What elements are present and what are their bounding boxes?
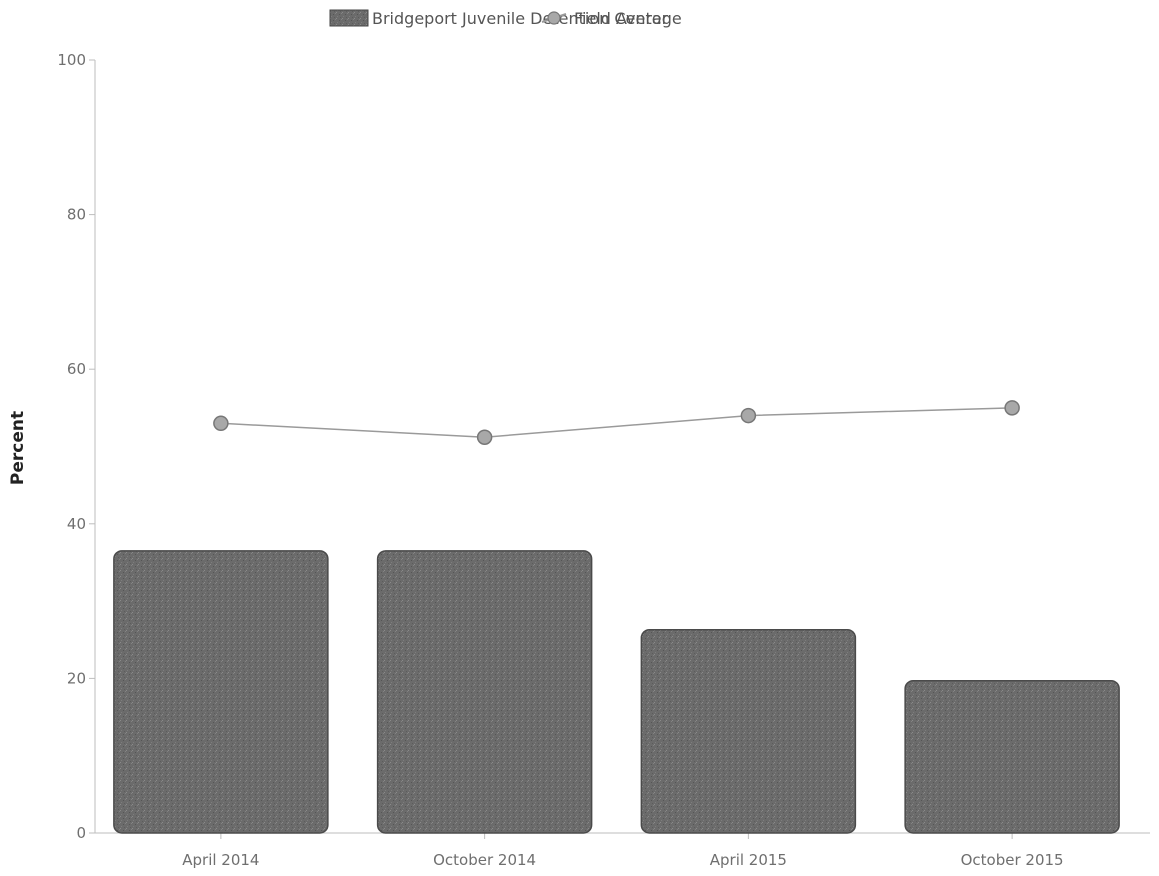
y-ticks: 0 20 40 60 80 100 <box>57 51 95 842</box>
x-tick-label: April 2014 <box>182 851 259 869</box>
legend-bar-swatch <box>329 9 369 27</box>
x-tick-label: April 2015 <box>710 851 787 869</box>
y-tick-label: 20 <box>67 669 86 687</box>
x-tick-label: October 2015 <box>961 851 1064 869</box>
field-average-line <box>220 407 1013 438</box>
x-tick-label: October 2014 <box>433 851 536 869</box>
x-ticks: April 2014 October 2014 April 2015 October … <box>182 833 1064 869</box>
bar[interactable] <box>640 628 857 834</box>
y-tick-label: 0 <box>76 824 86 842</box>
y-tick-label: 100 <box>57 51 86 69</box>
line-series <box>213 400 1020 445</box>
bar[interactable] <box>904 679 1120 834</box>
bar[interactable] <box>113 550 329 834</box>
legend-label-line: Field Average <box>574 9 682 28</box>
legend: Bridgeport Juvenile Detention Center Fie… <box>329 9 682 28</box>
field-average-point[interactable] <box>213 415 229 432</box>
legend-label-bar: Bridgeport Juvenile Detention Center <box>372 9 669 28</box>
bar[interactable] <box>376 550 593 834</box>
bar-series <box>113 550 1120 834</box>
y-tick-label: 40 <box>67 515 86 533</box>
y-axis-title: Percent <box>8 411 28 485</box>
field-average-point[interactable] <box>740 407 757 424</box>
field-average-point[interactable] <box>476 429 493 445</box>
y-tick-label: 80 <box>67 206 86 224</box>
legend-line-swatch <box>541 11 567 25</box>
y-tick-label: 60 <box>67 360 86 378</box>
field-average-point[interactable] <box>1004 400 1020 416</box>
